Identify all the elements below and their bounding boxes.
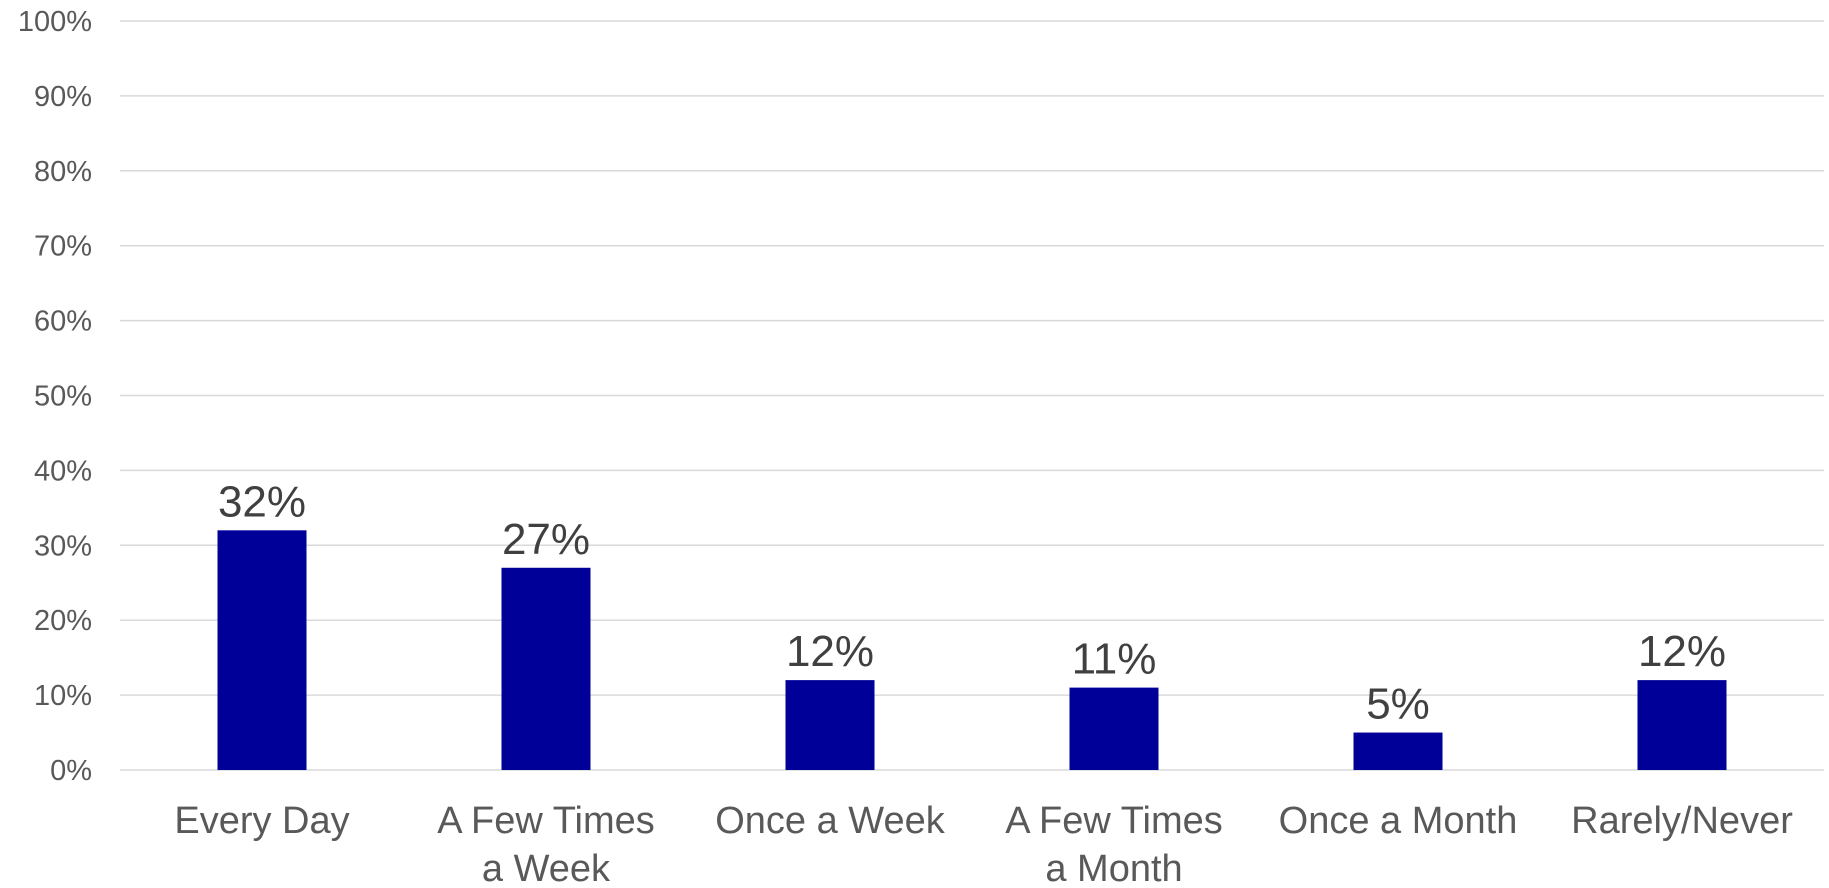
x-tick-label-line: Every Day [174, 800, 349, 842]
x-tick-label-line: A Few Times [437, 800, 655, 842]
y-tick-label: 100% [18, 6, 92, 38]
bar [785, 680, 875, 770]
x-tick-label-line: A Few Times [1005, 800, 1223, 842]
y-tick-label: 50% [34, 381, 92, 413]
x-tick-label-line: a Month [1045, 848, 1182, 888]
data-label: 11% [1072, 635, 1157, 684]
x-tick-label: Every Day [174, 800, 349, 842]
bar [1353, 732, 1443, 770]
x-axis-ticks: Every Day A Few Times a Week Once a Week A F… [174, 800, 1793, 888]
y-tick-label: 80% [34, 156, 92, 188]
y-tick-label: 40% [34, 455, 92, 487]
y-tick-label: 30% [34, 530, 92, 562]
data-labels: 32% 27% 12% 11% 5% 12% [218, 477, 1726, 728]
bar [501, 567, 591, 770]
x-tick-label: Once a Month [1279, 800, 1518, 842]
data-label: 5% [1366, 680, 1430, 729]
y-tick-label: 0% [50, 755, 92, 787]
data-label: 12% [786, 627, 874, 676]
data-label: 32% [218, 477, 306, 526]
x-tick-label-line: a Week [482, 848, 611, 888]
x-tick-label-line: Rarely/Never [1571, 800, 1793, 842]
bar [1637, 680, 1727, 770]
bar [1069, 687, 1159, 770]
data-label: 27% [502, 515, 590, 564]
x-tick-label-line: Once a Month [1279, 800, 1518, 842]
y-tick-label: 20% [34, 605, 92, 637]
bars [217, 530, 1727, 770]
y-tick-label: 90% [34, 81, 92, 113]
x-tick-label: A Few Times a Month [1005, 800, 1223, 888]
data-label: 12% [1638, 627, 1726, 676]
y-tick-label: 70% [34, 231, 92, 263]
x-tick-label: Rarely/Never [1571, 800, 1793, 842]
gridlines [120, 20, 1824, 771]
bar [217, 530, 307, 770]
y-tick-label: 10% [34, 680, 92, 712]
x-tick-label: A Few Times a Week [437, 800, 655, 888]
x-tick-label-line: Once a Week [715, 800, 946, 842]
y-tick-label: 60% [34, 306, 92, 338]
y-axis-ticks: 0% 10% 20% 30% 40% 50% 60% 70% 80% 90% 100% [18, 6, 92, 787]
x-tick-label: Once a Week [715, 800, 946, 842]
